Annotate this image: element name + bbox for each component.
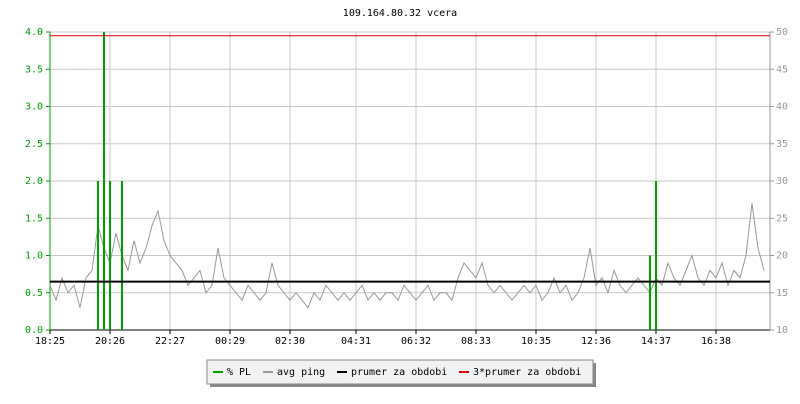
x-tick-label: 10:35 bbox=[521, 336, 551, 347]
y2-tick-label: 15 bbox=[776, 288, 788, 299]
y-tick-label: 2.5 bbox=[25, 139, 43, 150]
chart-title: 109.164.80.32 vcera bbox=[343, 8, 457, 19]
ping-line bbox=[49, 203, 765, 309]
x-tick-label: 06:32 bbox=[401, 336, 431, 347]
y2-tick-label: 30 bbox=[776, 176, 788, 187]
legend-label: 3*prumer za obdobi bbox=[473, 367, 581, 378]
x-tick-label: 04:31 bbox=[341, 336, 371, 347]
y2-tick-label: 10 bbox=[776, 325, 788, 336]
x-tick-label: 20:26 bbox=[95, 336, 125, 347]
y2-tick-label: 45 bbox=[776, 64, 788, 75]
y-tick-label: 3.0 bbox=[25, 102, 43, 113]
x-tick-label: 22:27 bbox=[155, 336, 185, 347]
y-tick-label: 2.0 bbox=[25, 176, 43, 187]
y-tick-label: 1.0 bbox=[25, 251, 43, 262]
y-tick-label: 4.0 bbox=[25, 27, 43, 38]
y-tick-label: 1.5 bbox=[25, 213, 43, 224]
y-tick-label: 3.5 bbox=[25, 64, 43, 75]
y-tick-label: 0.0 bbox=[25, 325, 43, 336]
x-tick-label: 14:37 bbox=[641, 336, 671, 347]
x-tick-label: 08:33 bbox=[461, 336, 491, 347]
legend-label: % PL bbox=[227, 367, 251, 378]
legend: % PL avg ping prumer za obdobi 3*prumer za … bbox=[206, 359, 596, 387]
legend-label: prumer za obdobi bbox=[351, 367, 447, 378]
y2-tick-label: 20 bbox=[776, 251, 788, 262]
legend-label: avg ping bbox=[277, 367, 325, 378]
x-tick-label: 02:30 bbox=[275, 336, 305, 347]
x-tick-label: 18:25 bbox=[35, 336, 65, 347]
y2-tick-label: 25 bbox=[776, 213, 788, 224]
y2-tick-label: 40 bbox=[776, 102, 788, 113]
x-tick-label: 00:29 bbox=[215, 336, 245, 347]
x-tick-label: 16:38 bbox=[701, 336, 731, 347]
y-tick-label: 0.5 bbox=[25, 288, 43, 299]
y2-tick-label: 50 bbox=[776, 27, 788, 38]
x-tick-label: 12:36 bbox=[581, 336, 611, 347]
y2-tick-label: 35 bbox=[776, 139, 788, 150]
